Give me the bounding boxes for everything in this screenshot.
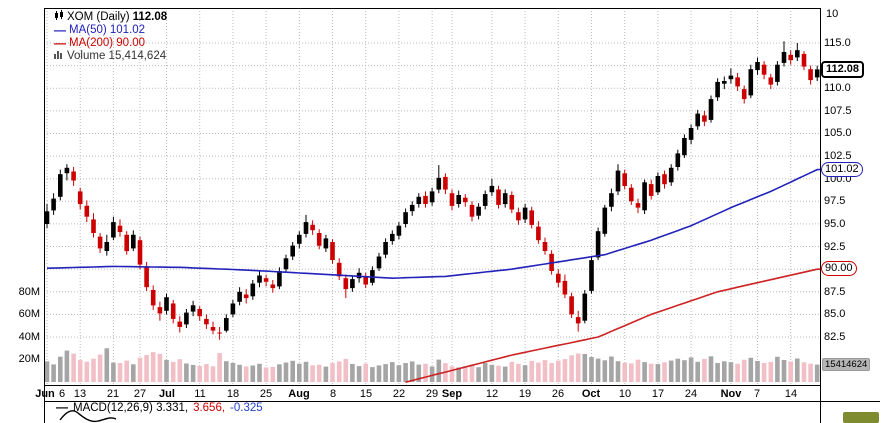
x-axis-label: Oct <box>581 388 601 400</box>
x-axis-label: 13 <box>73 388 87 400</box>
macd-sparkline <box>59 410 117 423</box>
x-axis-label: 6 <box>58 388 66 400</box>
price-axis-label: 87.5 <box>824 286 846 298</box>
macd-partial-badge <box>843 412 879 423</box>
macd-signal-value: 3.656, <box>193 402 226 414</box>
x-axis-label: 24 <box>684 388 698 400</box>
x-axis-label: 8 <box>329 388 337 400</box>
x-axis-label: Jun <box>35 388 55 400</box>
x-axis-label: Sep <box>441 388 463 400</box>
volume-value-badge: 15414624 <box>822 358 871 371</box>
macd-hist-value: -0.325 <box>230 402 263 414</box>
x-axis-label: 17 <box>651 388 665 400</box>
x-axis-label: 21 <box>106 388 120 400</box>
price-axis-label: 85.0 <box>824 308 846 320</box>
symbol-label: XOM (Daily) <box>67 10 130 23</box>
chart-border <box>44 8 880 423</box>
macd-label: MACD(12,26,9) 3.331, <box>73 402 189 414</box>
price-axis-label: 92.5 <box>824 241 846 253</box>
price-axis-label: 105.0 <box>824 127 852 139</box>
x-axis-label: 19 <box>518 388 532 400</box>
macd-legend: — MACD(12,26,9) 3.331, 3.656, -0.325 <box>56 400 263 414</box>
volume-bars <box>44 348 820 382</box>
symbol-legend-row: XOM (Daily) 112.08 <box>54 9 168 24</box>
price-axis-label: 82.5 <box>824 331 846 343</box>
volume-bars-icon <box>54 49 64 62</box>
ma50-legend-row: — MA(50) 101.02 <box>54 23 167 36</box>
volume-axis-label: 40M <box>18 331 40 343</box>
volume-legend-row: Volume 15,414,624 <box>54 49 167 62</box>
volume-label: Volume 15,414,624 <box>67 49 167 62</box>
ma50-value-badge: 101.02 <box>821 162 863 177</box>
chart-legend: XOM (Daily) 112.08 — MA(50) 101.02 — MA(… <box>54 9 168 62</box>
ma200-legend-row: — MA(200) 90.00 <box>54 36 167 49</box>
price-axis-label: 107.5 <box>824 105 852 117</box>
ma200-line <box>405 268 820 383</box>
volume-axis-label: 20M <box>18 353 40 365</box>
price-axis-label: 102.5 <box>824 150 852 162</box>
x-axis-label: Nov <box>720 388 742 400</box>
price-axis-label: 110.0 <box>824 82 851 94</box>
x-axis-label: 25 <box>259 388 273 400</box>
x-axis-label: 12 <box>485 388 499 400</box>
macd-line-icon: — <box>56 400 68 414</box>
ma50-label: MA(50) 101.02 <box>69 23 146 36</box>
ma200-line-icon: — <box>54 35 66 50</box>
x-axis-label: 29 <box>425 388 439 400</box>
ma50-line-icon: — <box>54 22 66 37</box>
ma200-label: MA(200) 90.00 <box>69 36 146 49</box>
x-axis-label: 11 <box>194 388 206 400</box>
price-axis-label: 97.5 <box>824 195 846 207</box>
candlestick-icon <box>54 9 64 24</box>
last-price: 112.08 <box>132 10 168 23</box>
x-axis-label: 10 <box>618 388 632 400</box>
ma200-value-badge: 90.00 <box>821 261 857 276</box>
price-axis-partial-label: 10 <box>826 8 839 20</box>
price-axis-label: 95.0 <box>824 218 846 230</box>
candles <box>44 41 820 340</box>
x-axis-label: 27 <box>133 388 147 400</box>
x-axis-label: 15 <box>359 388 373 400</box>
x-axis-label: Aug <box>288 388 310 400</box>
x-axis-label: 26 <box>551 388 565 400</box>
ma50-line <box>46 168 821 280</box>
price-axis-label: 115.0 <box>824 37 851 49</box>
volume-axis-label: 60M <box>18 308 40 320</box>
x-axis-label: 7 <box>753 388 761 400</box>
x-axis-label: 18 <box>226 388 240 400</box>
x-axis-label: Jul <box>159 388 175 400</box>
last-price-badge: 112.08 <box>821 61 865 78</box>
x-axis-label: 22 <box>392 388 406 400</box>
x-axis-label: 14 <box>784 388 798 400</box>
volume-axis-label: 80M <box>18 286 40 298</box>
